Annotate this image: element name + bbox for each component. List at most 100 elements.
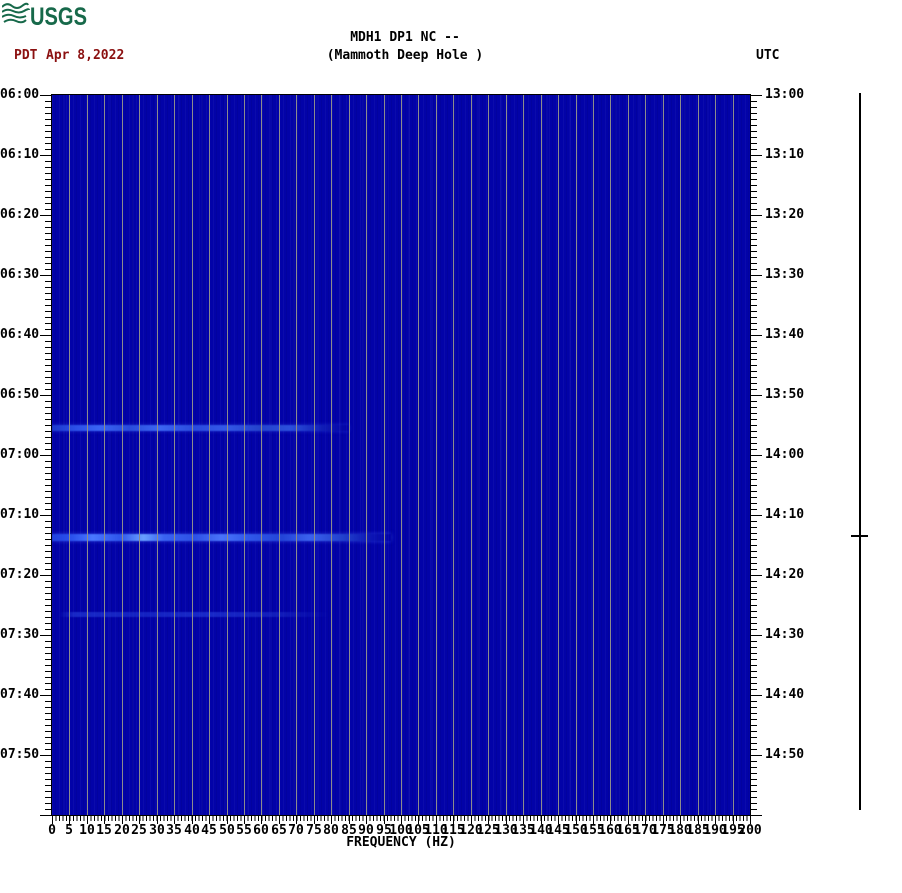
frequency-gridline	[453, 95, 454, 815]
frequency-gridline	[506, 95, 507, 815]
left-axis-major-tick	[40, 275, 51, 276]
left-axis-time-label: 06:20	[0, 207, 40, 222]
right-axis-time-label: 14:50	[765, 747, 805, 762]
right-axis-major-tick	[751, 695, 762, 696]
x-tick-label: 185	[686, 823, 710, 838]
right-axis-major-tick	[751, 95, 762, 96]
x-major-tick	[314, 816, 315, 824]
x-major-tick	[244, 816, 245, 824]
frequency-gridline	[541, 95, 542, 815]
left-axis-time-label: 06:00	[0, 87, 40, 102]
x-major-tick	[558, 816, 559, 824]
left-axis-time-label: 06:10	[0, 147, 40, 162]
station-title: MDH1 DP1 NC --	[350, 30, 460, 45]
x-major-tick	[750, 816, 751, 824]
right-axis-major-tick	[751, 635, 762, 636]
x-tick-label: 0	[48, 823, 56, 838]
right-axis-major-tick	[751, 575, 762, 576]
right-axis-time-label: 14:00	[765, 447, 805, 462]
left-axis-major-tick	[40, 335, 51, 336]
frequency-gridline	[139, 95, 140, 815]
x-tick-label: 80	[323, 823, 339, 838]
x-tick-label: 120	[459, 823, 483, 838]
x-tick-label: 160	[598, 823, 622, 838]
right-axis-time-label: 14:10	[765, 507, 805, 522]
right-axis-time-label: 13:50	[765, 387, 805, 402]
x-major-tick	[488, 816, 489, 824]
station-subtitle: (Mammoth Deep Hole )	[326, 48, 484, 63]
left-axis-major-tick	[40, 395, 51, 396]
x-tick-label: 150	[564, 823, 588, 838]
x-tick-label: 90	[358, 823, 374, 838]
right-axis-major-tick	[751, 275, 762, 276]
x-tick-label: 65	[271, 823, 287, 838]
x-tick-label: 50	[219, 823, 235, 838]
x-tick-label: 145	[546, 823, 570, 838]
x-tick-label: 70	[288, 823, 304, 838]
frequency-gridline	[384, 95, 385, 815]
left-axis-time-label: 07:10	[0, 507, 40, 522]
right-axis-major-tick	[751, 395, 762, 396]
seismic-event-band	[59, 612, 331, 617]
frequency-gridline	[715, 95, 716, 815]
amplitude-scale-bar	[859, 93, 861, 810]
frequency-gridline	[279, 95, 280, 815]
usgs-wave-icon: USGS	[1, 2, 87, 31]
x-tick-label: 85	[341, 823, 357, 838]
x-tick-label: 115	[441, 823, 465, 838]
x-tick-label: 100	[389, 823, 413, 838]
frequency-gridline	[261, 95, 262, 815]
x-major-tick	[610, 816, 611, 824]
x-major-tick	[366, 816, 367, 824]
right-axis-time-label: 13:20	[765, 207, 805, 222]
x-major-tick	[209, 816, 210, 824]
right-axis-time-label: 14:30	[765, 627, 805, 642]
left-axis-time-label: 07:00	[0, 447, 40, 462]
left-axis-time-label: 07:20	[0, 567, 40, 582]
x-major-tick	[192, 816, 193, 824]
x-tick-label: 5	[65, 823, 73, 838]
left-axis-major-tick	[40, 215, 51, 216]
frequency-gridline	[174, 95, 175, 815]
frequency-gridline	[593, 95, 594, 815]
x-major-tick	[52, 816, 53, 824]
x-tick-label: 75	[306, 823, 322, 838]
x-major-tick	[139, 816, 140, 824]
seismic-event-band	[52, 425, 349, 431]
left-axis-time-label: 07:40	[0, 687, 40, 702]
frequency-gridline	[366, 95, 367, 815]
left-axis-time-label: 06:30	[0, 267, 40, 282]
x-major-tick	[331, 816, 332, 824]
x-major-tick	[174, 816, 175, 824]
frequency-gridline	[87, 95, 88, 815]
x-major-tick	[87, 816, 88, 824]
x-tick-label: 175	[651, 823, 675, 838]
left-axis-major-tick	[40, 95, 51, 96]
x-major-tick	[733, 816, 734, 824]
x-major-tick	[645, 816, 646, 824]
frequency-gridline	[645, 95, 646, 815]
x-major-tick	[453, 816, 454, 824]
frequency-gridline	[576, 95, 577, 815]
x-major-tick	[384, 816, 385, 824]
x-major-tick	[663, 816, 664, 824]
right-axis-major-tick	[751, 155, 762, 156]
date-label: Apr 8,2022	[46, 48, 125, 63]
x-tick-label: 195	[721, 823, 745, 838]
frequency-gridline	[680, 95, 681, 815]
frequency-gridline	[244, 95, 245, 815]
right-axis-time-label: 13:30	[765, 267, 805, 282]
x-major-tick	[541, 816, 542, 824]
x-tick-label: 200	[738, 823, 762, 838]
frequency-gridline	[733, 95, 734, 815]
frequency-gridline	[104, 95, 105, 815]
left-axis-major-tick	[40, 515, 51, 516]
x-tick-label: 55	[236, 823, 252, 838]
left-axis-time-label: 06:40	[0, 327, 40, 342]
x-tick-label: 135	[511, 823, 535, 838]
x-tick-label: 45	[201, 823, 217, 838]
left-axis-time-label: 06:50	[0, 387, 40, 402]
left-axis-major-tick	[40, 755, 51, 756]
x-major-tick	[296, 816, 297, 824]
x-major-tick	[157, 816, 158, 824]
